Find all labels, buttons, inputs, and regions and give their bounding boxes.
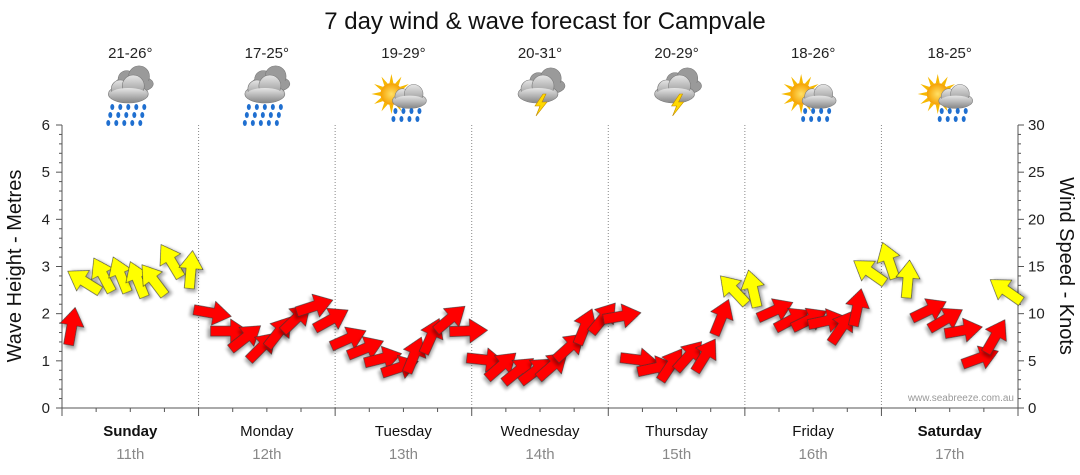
wind-arrow xyxy=(312,307,349,334)
day-date-label: 11th xyxy=(116,446,144,463)
y-left-tick-label: 0 xyxy=(42,400,50,417)
temperature-range: 18-25° xyxy=(928,45,972,62)
wind-arrow xyxy=(895,259,921,299)
wind-arrow xyxy=(981,319,1007,356)
temperature-range: 18-26° xyxy=(791,45,835,62)
temperature-range: 17-25° xyxy=(245,45,289,62)
wind-arrow xyxy=(59,306,85,347)
day-date-label: 15th xyxy=(662,446,691,463)
y-left-tick-label: 4 xyxy=(42,211,50,228)
weather-icons xyxy=(106,65,973,126)
wind-arrow xyxy=(602,303,642,329)
thunderstorm-icon xyxy=(517,67,566,117)
y-left-tick-label: 6 xyxy=(42,117,50,134)
day-date-label: 14th xyxy=(525,446,554,463)
wind-arrow xyxy=(989,279,1025,306)
wind-arrow xyxy=(709,298,734,337)
heavy-rain-icon xyxy=(242,65,291,126)
wind-arrow xyxy=(402,336,427,375)
thunderstorm-icon xyxy=(654,67,702,117)
wind-arrow xyxy=(67,270,104,296)
chart-title: 7 day wind & wave forecast for Campvale xyxy=(324,8,766,35)
credit-text: www.seabreeze.com.au xyxy=(907,393,1014,404)
y-right-tick-label: 15 xyxy=(1028,259,1045,276)
wind-arrow xyxy=(178,250,204,290)
wind-arrow xyxy=(826,310,853,346)
day-name-label: Sunday xyxy=(103,423,158,440)
day-date-label: 16th xyxy=(799,446,828,463)
sun-shower-icon xyxy=(781,74,837,122)
wind-arrow xyxy=(227,325,262,354)
y-left-tick-label: 5 xyxy=(42,164,50,181)
wind-arrows xyxy=(59,241,1025,387)
y-axis-left-label: Wave Height - Metres xyxy=(4,170,26,363)
y-left-tick-label: 2 xyxy=(42,306,50,323)
wind-arrow xyxy=(943,317,983,343)
sun-shower-icon xyxy=(917,74,973,122)
wind-arrow xyxy=(294,293,334,318)
wind-arrow xyxy=(141,264,170,299)
day-date-label: 12th xyxy=(252,446,281,463)
wind-arrow xyxy=(690,338,717,375)
y-right-tick-label: 10 xyxy=(1028,306,1045,323)
day-date-label: 17th xyxy=(935,446,964,463)
day-name-label: Thursday xyxy=(645,423,708,440)
y-right-tick-label: 30 xyxy=(1028,117,1045,134)
wind-arrow xyxy=(853,260,889,288)
y-right-tick-label: 20 xyxy=(1028,211,1045,228)
wind-arrow xyxy=(587,302,616,337)
wind-arrow xyxy=(159,244,186,281)
day-labels: Sunday 11th Monday 12th Tuesday 13th Wednesday… xyxy=(103,423,982,463)
day-name-label: Monday xyxy=(240,423,294,440)
temperature-range: 20-31° xyxy=(518,45,562,62)
wind-arrow xyxy=(876,241,901,281)
temperature-range: 19-29° xyxy=(381,45,425,62)
heavy-rain-icon xyxy=(106,65,154,126)
day-name-label: Saturday xyxy=(918,423,983,440)
day-name-label: Friday xyxy=(792,423,834,440)
temperature-range: 21-26° xyxy=(108,45,152,62)
y-left-tick-label: 1 xyxy=(42,353,50,370)
sun-shower-icon xyxy=(371,74,427,122)
wind-arrow xyxy=(909,298,947,324)
day-name-label: Tuesday xyxy=(375,423,432,440)
y-left-tick-label: 3 xyxy=(42,259,50,276)
y-right-tick-label: 25 xyxy=(1028,164,1045,181)
temperature-labels: 21-26° 17-25° 19-29° 20-31° 20-29° 18-26° 18-2… xyxy=(108,45,972,62)
wind-arrow xyxy=(807,308,847,333)
temperature-range: 20-29° xyxy=(654,45,698,62)
day-name-label: Wednesday xyxy=(501,423,580,440)
wind-arrow xyxy=(720,275,751,308)
y-axis-right-label: Wind Speed - Knots xyxy=(1055,177,1077,355)
y-right-tick-label: 5 xyxy=(1028,353,1036,370)
y-right-tick-label: 0 xyxy=(1028,400,1036,417)
wind-arrow xyxy=(192,300,232,326)
wind-arrow xyxy=(845,288,870,328)
wind-arrow xyxy=(740,269,765,309)
day-date-label: 13th xyxy=(389,446,418,463)
axes: 0 1 2 3 4 5 6 0 5 10 15 20 25 30 xyxy=(42,117,1045,417)
wind-arrow xyxy=(449,318,489,344)
